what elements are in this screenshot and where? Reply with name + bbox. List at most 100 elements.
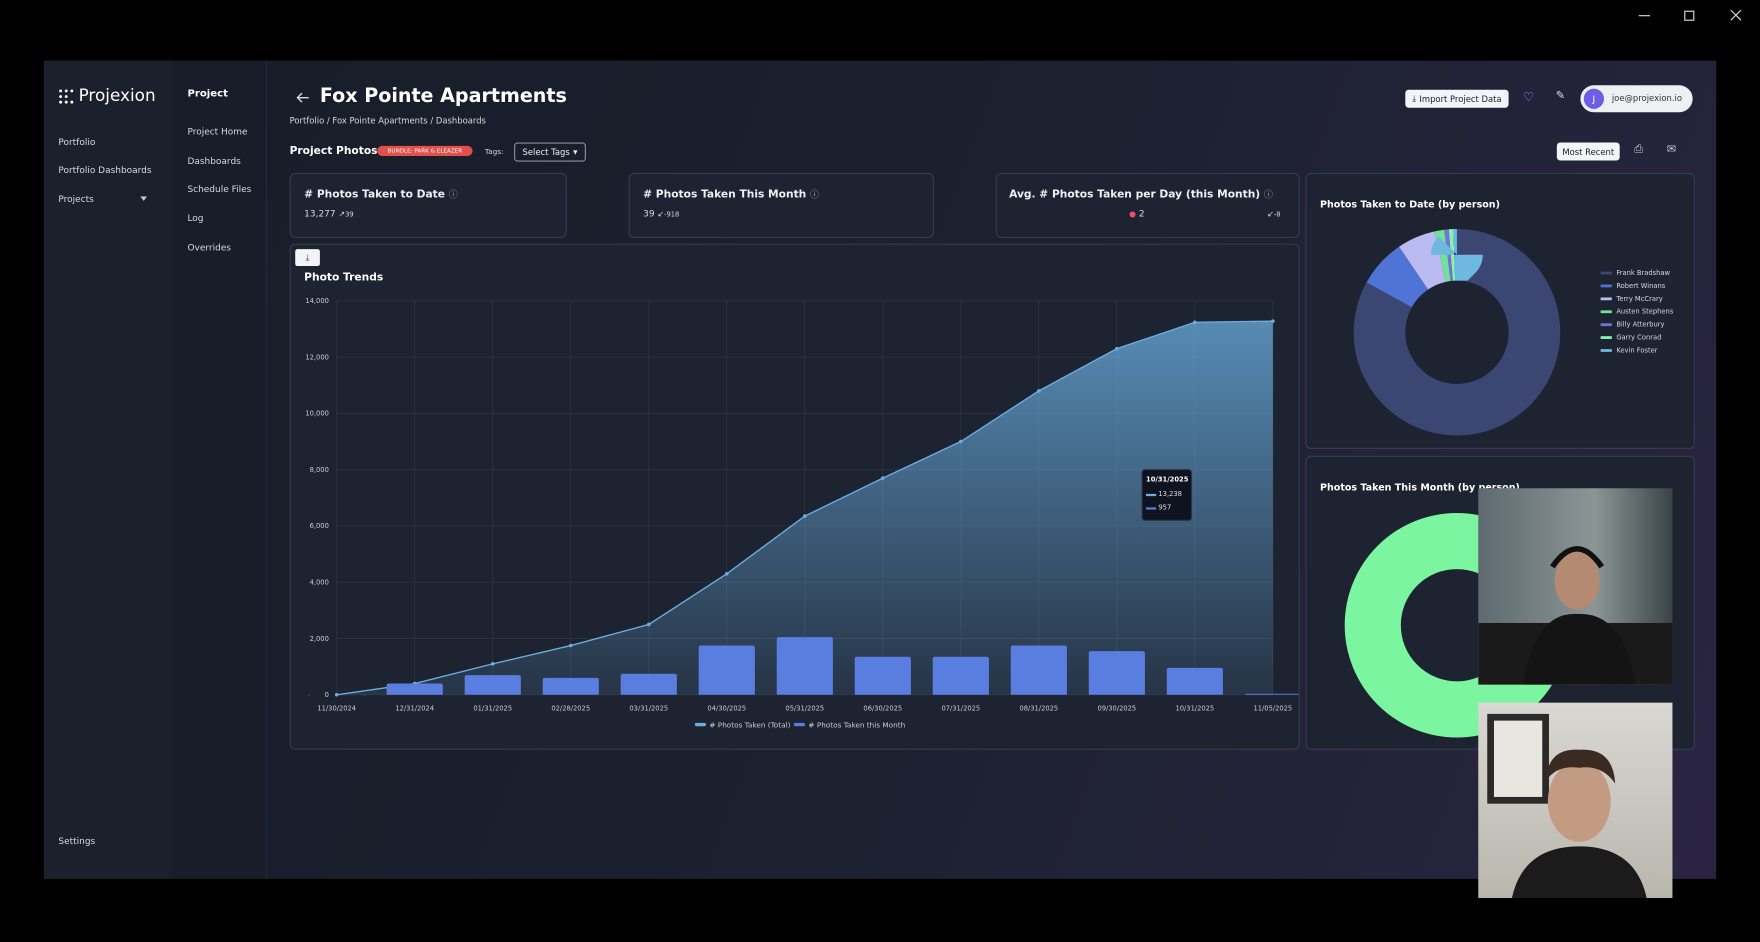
x-tick-label: 02/28/2025	[551, 705, 590, 713]
caret[interactable]	[140, 196, 148, 202]
legend-label: Robert Winans	[1616, 282, 1665, 290]
info-icon[interactable]: ⓘ	[809, 189, 819, 200]
legend-label: Kevin Foster	[1616, 346, 1657, 354]
subnav-item[interactable]: Schedule Files	[187, 184, 252, 195]
y-tick-label: 10,000	[305, 410, 329, 418]
pie-panel: Photos Taken to Date (by person) Frank Br…	[1305, 172, 1695, 449]
trend-up-icon: ↗	[338, 209, 346, 219]
restore[interactable]	[1684, 10, 1695, 21]
y-tick-label: 6,000	[310, 522, 329, 530]
point	[490, 662, 495, 666]
kpi-card: Avg. # Photos Taken per Day (this Month)…	[995, 172, 1300, 238]
trends-panel: ⤓ Photo Trends 0 2,000 4,000 6,000 8,000 10,00…	[289, 243, 1300, 750]
kpi-card: # Photos Taken This Month ⓘ 39 ↙-918	[628, 172, 934, 238]
info-icon[interactable]: ⓘ	[448, 189, 458, 200]
x-tick-label: 07/31/2025	[941, 705, 980, 713]
section-title: Project Photos	[289, 144, 378, 158]
y-tick-label: 12,000	[305, 353, 329, 361]
point	[334, 693, 339, 697]
bar	[1010, 645, 1067, 695]
y-tick-label: 14,000	[305, 297, 329, 305]
tags-label: Tags:	[484, 147, 504, 157]
x-tick-label: 05/31/2025	[785, 705, 824, 713]
legend-label: # Photos Taken this Month	[808, 720, 905, 729]
tooltip-line: 957	[1158, 503, 1172, 512]
app: Projexion Portfolio Portfolio Dashboards…	[43, 60, 1717, 879]
nav-item[interactable]: Settings	[58, 836, 96, 847]
subnav-item[interactable]: Project Home	[187, 126, 248, 137]
tooltip-title: 10/31/2025	[1146, 475, 1189, 484]
point	[803, 514, 807, 518]
y-tick-label: 4,000	[310, 578, 329, 586]
tags-select[interactable]: Select Tags ▼	[514, 142, 586, 162]
download-icon: ⤓	[1412, 93, 1417, 104]
x-tick-label: 04/30/2025	[707, 705, 746, 713]
bar	[386, 683, 443, 695]
kpi-title: Avg. # Photos Taken per Day (this Month)	[1009, 188, 1261, 201]
edit[interactable]: ✎	[1555, 89, 1566, 103]
bar	[464, 675, 521, 695]
favorite[interactable]: ♡	[1523, 89, 1535, 105]
print[interactable]: ⎙	[1634, 143, 1644, 157]
legend-swatch	[1600, 297, 1612, 301]
bar	[854, 656, 911, 695]
nav-item[interactable]: Projects	[58, 194, 94, 205]
download-button[interactable]: ⤓	[295, 249, 320, 267]
trend-down-icon: ↙	[1267, 209, 1274, 219]
subnav-item[interactable]: Dashboards	[187, 156, 241, 167]
mail[interactable]: ✉	[1666, 143, 1677, 157]
area	[336, 321, 1273, 695]
x-tick-label: 11/30/2024	[317, 705, 356, 713]
bar	[1244, 693, 1299, 696]
nav-item[interactable]: Portfolio Dashboards	[58, 165, 152, 176]
chart-title: Photo Trends	[304, 271, 383, 284]
kpi-value: 39	[643, 208, 655, 219]
subnav-title: Project	[187, 88, 228, 100]
x-tick-label: 06/30/2025	[863, 705, 902, 713]
sidebar: Projexion Portfolio Portfolio Dashboards…	[43, 60, 172, 879]
x-tick-label: 10/31/2025	[1175, 705, 1214, 713]
subnav-item[interactable]: Log	[187, 213, 204, 224]
sort-button[interactable]: Most Recent	[1556, 142, 1620, 161]
bar	[932, 656, 989, 695]
subnav-item[interactable]: Overrides	[187, 242, 231, 253]
webcam-feed	[1478, 702, 1673, 898]
caret: ▼	[573, 148, 578, 156]
nav-item[interactable]: Portfolio	[58, 136, 96, 148]
legend-label: Frank Bradshaw	[1616, 269, 1670, 277]
bar	[542, 677, 599, 695]
import-button[interactable]: ⤓ Import Project Data	[1405, 89, 1509, 108]
chart-title: Photos Taken This Month (by person)	[1320, 483, 1520, 494]
legend-swatch	[1600, 323, 1612, 327]
legend-label: Austen Stephens	[1616, 308, 1673, 316]
kpi-delta: -918	[664, 211, 680, 219]
breadcrumb[interactable]: Portfolio / Fox Pointe Apartments / Dash…	[289, 115, 486, 126]
x-tick-label: 11/05/2025	[1253, 705, 1292, 713]
trend-chart: Photo Trends 0 2,000 4,000 6,000 8,000 10,000 1…	[304, 271, 1299, 729]
point	[568, 643, 573, 648]
user-email: joe@projexion.io	[1611, 93, 1683, 104]
bar	[1166, 667, 1223, 695]
y-tick-label: 2,000	[310, 635, 329, 643]
logo-icon	[59, 89, 74, 104]
window-controls[interactable]	[1628, 4, 1751, 29]
info-icon[interactable]: ⓘ	[1263, 189, 1273, 200]
bar	[776, 637, 833, 695]
x-tick-label: 08/31/2025	[1019, 705, 1058, 713]
bar	[620, 673, 677, 695]
page-title: Fox Pointe Apartments	[319, 85, 567, 108]
badge: BUNDLE: PARK & ELEAZER	[377, 145, 473, 157]
legend-label: Terry McCrary	[1615, 295, 1662, 303]
tooltip: 10/31/2025 13,238 957	[1141, 469, 1193, 521]
x-tick-label: 01/31/2025	[473, 705, 512, 713]
tags-select-label: Select Tags	[522, 147, 570, 158]
point	[1037, 389, 1041, 393]
point	[1115, 346, 1119, 351]
x-tick-label: 03/31/2025	[629, 705, 668, 713]
tooltip-swatch	[1146, 493, 1157, 496]
back-arrow[interactable]	[296, 92, 309, 103]
user-pill[interactable]: J joe@projexion.io	[1580, 85, 1693, 113]
close[interactable]	[1730, 9, 1742, 21]
